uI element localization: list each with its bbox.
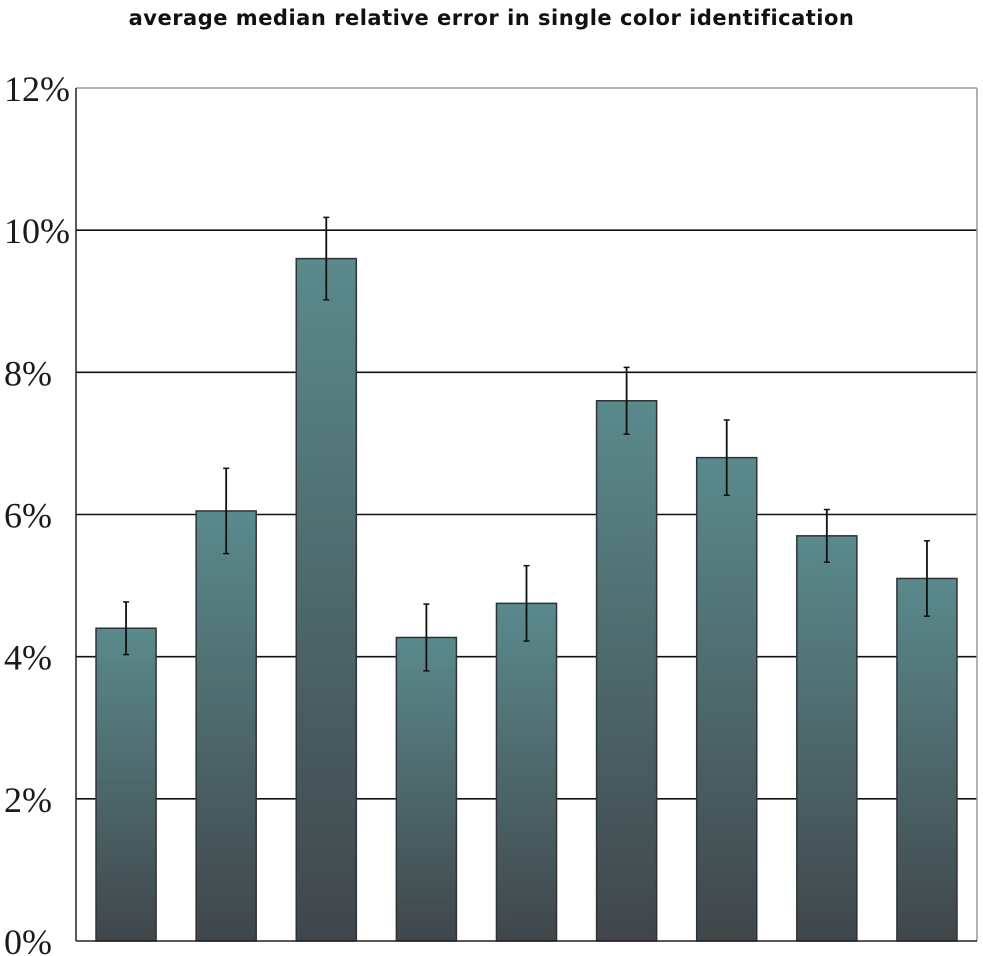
y-tick-label: 6%: [4, 496, 52, 536]
bar: [395, 636, 458, 942]
error-bars: [123, 216, 930, 672]
bar: [796, 535, 858, 942]
bar: [695, 456, 758, 942]
bar: [896, 577, 958, 942]
bars: [95, 257, 958, 942]
bar: [495, 602, 558, 942]
plot-frame: [75, 87, 978, 942]
y-tick-label: 2%: [4, 780, 52, 820]
chart-title: average median relative error in single …: [128, 6, 855, 30]
y-tick-label: 8%: [4, 353, 52, 393]
bar: [595, 400, 658, 942]
bar: [295, 257, 358, 942]
y-tick-label: 10%: [4, 211, 70, 251]
y-tick-label: 12%: [4, 69, 70, 109]
bar: [195, 510, 257, 942]
bar: [95, 627, 157, 942]
y-tick-label: 0%: [4, 922, 52, 956]
y-axis-ticks: 0% 2% 4% 6% 8% 10% 12%: [4, 69, 70, 956]
y-tick-label: 4%: [4, 638, 52, 678]
